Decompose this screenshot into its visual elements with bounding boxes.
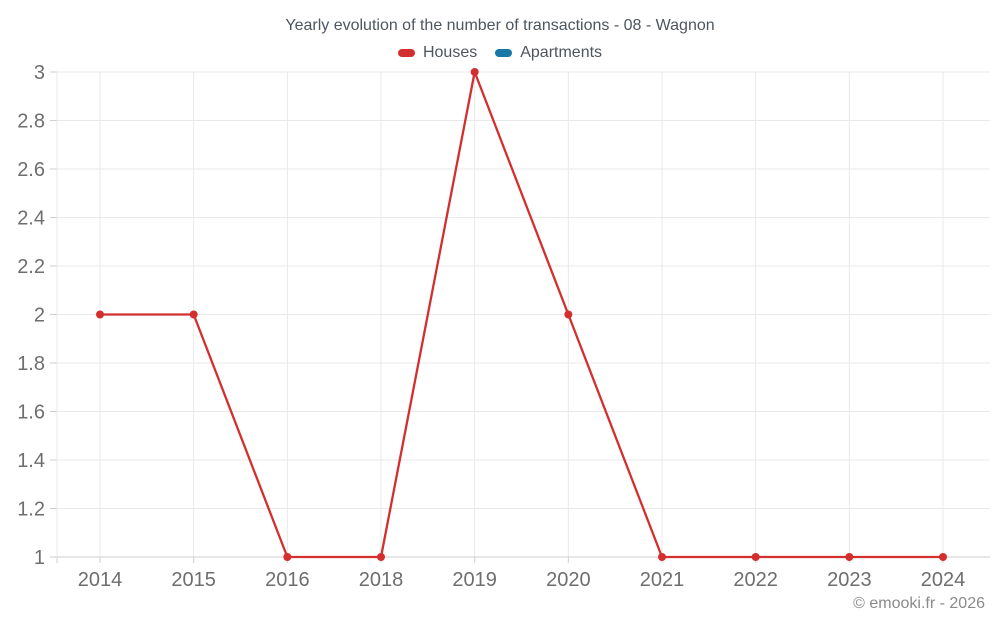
apartments-swatch-icon xyxy=(495,49,513,57)
houses-data-point xyxy=(470,68,479,76)
x-tick-label: 2024 xyxy=(921,569,966,591)
chart-title: Yearly evolution of the number of transa… xyxy=(285,17,715,34)
y-tick-label: 2 xyxy=(34,305,45,327)
x-tick-label: 2019 xyxy=(452,569,497,591)
x-tick-label: 2014 xyxy=(78,569,123,591)
x-tick-label: 2016 xyxy=(265,569,310,591)
legend-label-apartments: Apartments xyxy=(520,44,603,61)
houses-data-point xyxy=(283,553,292,561)
y-tick-label: 2.4 xyxy=(17,208,45,230)
x-tick-label: 2018 xyxy=(359,569,404,591)
houses-data-point xyxy=(564,310,573,319)
chart-legend: Houses Apartments xyxy=(0,44,1000,62)
houses-swatch-icon xyxy=(397,49,415,57)
houses-series-line xyxy=(98,70,945,559)
y-tick-label: 1.6 xyxy=(17,402,45,424)
x-tick-label: 2023 xyxy=(827,569,872,591)
legend-label-houses: Houses xyxy=(422,44,478,61)
houses-data-point xyxy=(658,553,666,561)
x-tick-label: 2022 xyxy=(733,569,778,591)
footer-credit: © emooki.fr - 2026 xyxy=(853,595,985,612)
y-tick-label: 2.8 xyxy=(17,111,45,133)
x-tick-label: 2015 xyxy=(171,569,216,591)
houses-data-point xyxy=(189,310,198,319)
houses-data-point xyxy=(845,553,854,561)
x-tick-label: 2021 xyxy=(640,569,685,591)
y-tick-label: 3 xyxy=(34,62,45,84)
x-tick-label: 2020 xyxy=(546,569,591,591)
legend-item-houses[interactable]: Houses xyxy=(397,44,478,62)
houses-data-point xyxy=(377,553,385,561)
houses-data-point xyxy=(939,553,947,561)
legend-item-apartments[interactable]: Apartments xyxy=(495,44,602,62)
y-tick-label: 1.4 xyxy=(17,450,45,472)
y-tick-label: 1.2 xyxy=(17,499,45,521)
y-tick-label: 1 xyxy=(34,547,45,569)
y-tick-label: 2.2 xyxy=(17,256,45,278)
houses-data-point xyxy=(751,553,760,561)
y-tick-label: 2.6 xyxy=(17,159,45,181)
houses-data-point xyxy=(96,310,104,319)
y-tick-label: 1.8 xyxy=(17,353,45,375)
